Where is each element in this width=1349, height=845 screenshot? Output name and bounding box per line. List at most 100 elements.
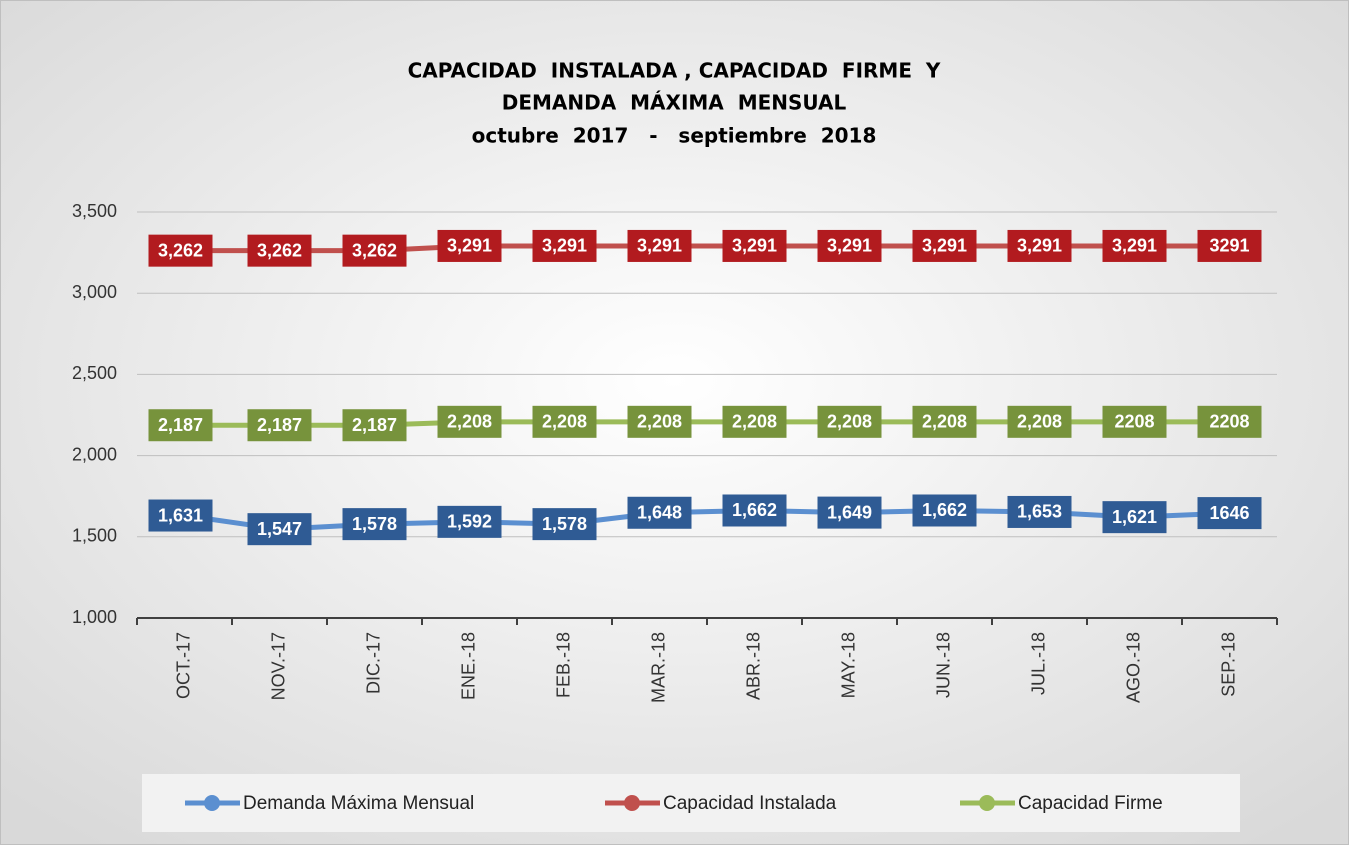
value-label-box	[1197, 497, 1262, 530]
value-label: 1,621	[1112, 507, 1157, 527]
value-label-box	[532, 508, 597, 541]
value-label-box	[912, 405, 977, 438]
y-tick-label: 3,000	[72, 282, 117, 302]
value-label-box	[1102, 229, 1167, 262]
value-label-box	[912, 494, 977, 527]
value-label-box	[247, 234, 312, 267]
value-label: 3,291	[542, 236, 587, 256]
y-tick-label: 1,500	[72, 526, 117, 546]
legend	[142, 774, 1240, 832]
value-label: 1,662	[732, 500, 777, 520]
value-label-box	[912, 229, 977, 262]
value-label: 1,631	[158, 505, 203, 525]
value-label-box	[1102, 405, 1167, 438]
legend-marker	[979, 795, 995, 811]
value-label: 2,208	[1017, 412, 1062, 432]
value-label: 1,648	[637, 503, 682, 523]
value-label: 3291	[1209, 236, 1249, 256]
value-label: 2,208	[922, 412, 967, 432]
value-label: 1,578	[542, 514, 587, 534]
value-label-box	[722, 229, 787, 262]
value-label-box	[247, 409, 312, 442]
value-label-box	[1007, 405, 1072, 438]
value-label-box	[1007, 229, 1072, 262]
value-label: 2,208	[827, 412, 872, 432]
value-label-box	[342, 234, 407, 267]
value-label: 3,291	[922, 236, 967, 256]
x-tick-label: AGO.-18	[1123, 632, 1143, 703]
value-label-box	[817, 405, 882, 438]
value-label-box	[342, 508, 407, 541]
value-label: 1,592	[447, 512, 492, 532]
value-label-box	[722, 494, 787, 527]
x-tick-label: FEB.-18	[553, 632, 573, 698]
value-label-box	[437, 405, 502, 438]
chart-subtitle: octubre 2017 - septiembre 2018	[472, 124, 877, 148]
value-label-box	[817, 496, 882, 529]
value-label: 2,187	[257, 415, 302, 435]
value-label: 2,187	[158, 415, 203, 435]
value-label: 1,662	[922, 500, 967, 520]
value-label-box	[1197, 405, 1262, 438]
value-label: 2,187	[352, 415, 397, 435]
chart-title: DEMANDA MÁXIMA MENSUAL	[502, 91, 847, 115]
value-label-box	[532, 405, 597, 438]
x-tick-label: ABR.-18	[743, 632, 763, 700]
value-label: 1646	[1209, 503, 1249, 523]
value-label-box	[437, 505, 502, 538]
value-label: 2,208	[447, 412, 492, 432]
value-label-box	[817, 229, 882, 262]
x-tick-label: NOV.-17	[268, 632, 288, 700]
value-label-box	[148, 499, 213, 532]
value-label-box	[627, 405, 692, 438]
value-label-box	[627, 496, 692, 529]
value-label: 3,262	[158, 240, 203, 260]
value-label: 3,291	[637, 236, 682, 256]
y-tick-label: 2,000	[72, 444, 117, 464]
value-label: 3,291	[827, 236, 872, 256]
value-label: 3,262	[352, 240, 397, 260]
value-label-box	[247, 513, 312, 546]
value-label-box	[1197, 229, 1262, 262]
value-label-box	[532, 229, 597, 262]
y-tick-label: 1,000	[72, 607, 117, 627]
value-label: 2208	[1209, 412, 1249, 432]
value-label-box	[1007, 495, 1072, 528]
value-label: 1,649	[827, 502, 872, 522]
x-tick-label: ENE.-18	[458, 632, 478, 700]
y-tick-label: 3,500	[72, 201, 117, 221]
value-label: 1,578	[352, 514, 397, 534]
legend-marker	[624, 795, 640, 811]
value-label-box	[342, 409, 407, 442]
value-label-box	[1102, 501, 1167, 534]
value-label: 3,291	[1112, 236, 1157, 256]
x-tick-label: DIC.-17	[363, 632, 383, 694]
y-tick-label: 2,500	[72, 363, 117, 383]
value-label-box	[627, 229, 692, 262]
value-label: 2,208	[732, 412, 777, 432]
x-tick-label: JUN.-18	[933, 632, 953, 698]
chart-title: CAPACIDAD INSTALADA , CAPACIDAD FIRME Y	[408, 59, 941, 83]
value-label: 1,653	[1017, 502, 1062, 522]
value-label: 3,291	[732, 236, 777, 256]
legend-label: Capacidad Instalada	[663, 793, 837, 814]
value-label: 2208	[1114, 412, 1154, 432]
legend-label: Demanda Máxima Mensual	[243, 793, 474, 814]
value-label: 2,208	[542, 412, 587, 432]
legend-marker	[204, 795, 220, 811]
x-tick-label: JUL.-18	[1028, 632, 1048, 695]
value-label-box	[148, 409, 213, 442]
value-label: 2,208	[637, 412, 682, 432]
value-label-box	[437, 229, 502, 262]
value-label: 3,291	[1017, 236, 1062, 256]
value-label-box	[722, 405, 787, 438]
value-label: 1,547	[257, 519, 302, 539]
x-tick-label: MAY.-18	[838, 632, 858, 698]
x-tick-label: MAR.-18	[648, 632, 668, 703]
value-label: 3,262	[257, 240, 302, 260]
value-label-box	[148, 234, 213, 267]
value-label: 3,291	[447, 236, 492, 256]
x-tick-label: SEP.-18	[1218, 632, 1238, 697]
x-tick-label: OCT.-17	[173, 632, 193, 699]
